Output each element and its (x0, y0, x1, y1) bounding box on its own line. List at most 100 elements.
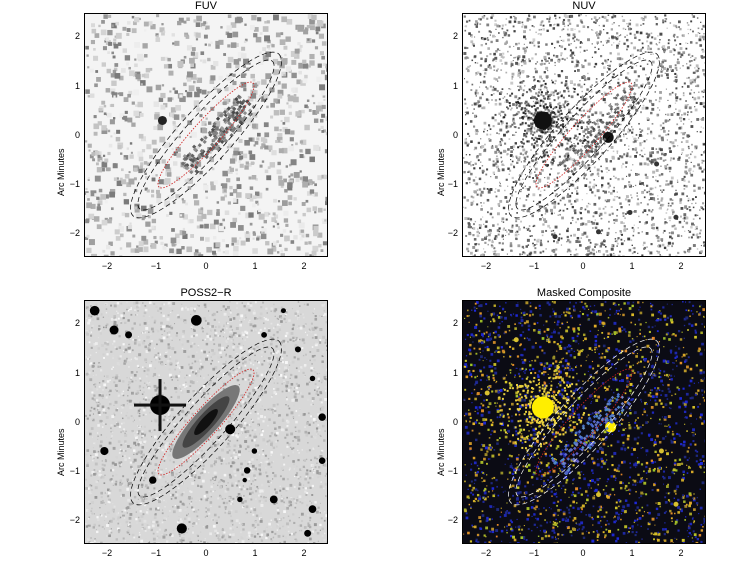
point-source (318, 457, 326, 465)
point-source (251, 448, 258, 454)
point-source (243, 467, 251, 474)
point-source (654, 161, 660, 167)
point-source (627, 209, 633, 215)
nuv-image (463, 14, 705, 256)
y-tick: 0 (74, 417, 80, 427)
point-source (605, 421, 617, 433)
point-source (109, 325, 119, 335)
y-tick: 0 (452, 130, 458, 140)
x-tick: 1 (629, 548, 635, 558)
noise-layer (463, 301, 705, 543)
outer-ellipse (137, 346, 275, 498)
y-tick: 2 (452, 31, 458, 41)
point-source (176, 523, 187, 534)
y-tick: 1 (452, 81, 458, 91)
point-source (237, 496, 243, 503)
point-source (261, 331, 267, 338)
y-tick: 1 (452, 368, 458, 378)
x-tick: 0 (203, 261, 209, 271)
noise-layer (463, 14, 705, 256)
galaxy (180, 94, 256, 175)
point-source (89, 305, 100, 316)
x-tick: −1 (528, 261, 540, 271)
point-source (673, 214, 679, 220)
aperture-ellipses (508, 51, 660, 219)
y-tick: 2 (452, 318, 458, 328)
galaxy (172, 385, 240, 459)
outer-ellipse (515, 346, 653, 498)
y-tick: −2 (69, 228, 80, 238)
point-source (673, 501, 679, 507)
point-source (269, 495, 278, 504)
inner-ellipse (535, 81, 633, 189)
image-frame (462, 13, 706, 257)
outer-ellipse (130, 338, 282, 506)
point-source (308, 505, 317, 513)
y-tick: 0 (452, 417, 458, 427)
image-frame (84, 13, 328, 257)
bright-star (533, 111, 552, 130)
y-tick: −2 (447, 515, 458, 525)
y-tick: −1 (69, 466, 80, 476)
x-tick: 2 (301, 261, 307, 271)
aperture-ellipses (130, 338, 282, 506)
galaxy (558, 84, 641, 176)
y-tick: 0 (74, 130, 80, 140)
point-source (304, 529, 312, 537)
composite-image (463, 301, 705, 543)
point-source (125, 331, 133, 339)
x-tick: 2 (301, 548, 307, 558)
y-tick: −1 (447, 466, 458, 476)
point-source (100, 446, 109, 456)
x-tick: 2 (678, 548, 684, 558)
galaxy (550, 392, 632, 476)
inner-ellipse (535, 368, 633, 476)
outer-ellipse (515, 59, 653, 211)
x-tick: 1 (252, 548, 258, 558)
y-tick: 1 (74, 81, 80, 91)
x-tick: 2 (678, 261, 684, 271)
x-tick: −2 (101, 548, 113, 558)
noise-layer (85, 14, 327, 256)
y-tick: −2 (447, 228, 458, 238)
outer-ellipse (508, 338, 660, 506)
point-source (484, 390, 490, 396)
point-source (280, 308, 286, 314)
point-source (596, 229, 602, 235)
outer-ellipse (508, 51, 660, 219)
x-tick: −2 (480, 548, 492, 558)
point-source (658, 448, 664, 454)
panel-title: NUV (572, 0, 596, 12)
diffraction-spike (158, 379, 162, 432)
x-tick: −2 (480, 261, 492, 271)
x-tick: −1 (150, 548, 162, 558)
point-source (513, 337, 519, 343)
image-frame (462, 300, 706, 544)
x-tick: 1 (629, 261, 635, 271)
y-tick: 2 (74, 318, 80, 328)
point-source (242, 477, 247, 483)
poss2r-image (85, 301, 327, 543)
point-source (157, 115, 167, 125)
y-tick: 2 (74, 31, 80, 41)
bright-star (531, 396, 554, 419)
point-source (596, 492, 602, 498)
point-source (309, 375, 316, 382)
x-tick: 0 (580, 261, 586, 271)
x-tick: 0 (580, 548, 586, 558)
x-tick: 0 (203, 548, 209, 558)
panel-title: Masked Composite (536, 287, 632, 299)
y-tick: −2 (69, 515, 80, 525)
y-tick: −1 (69, 179, 80, 189)
x-tick: −1 (150, 261, 162, 271)
point-source (149, 476, 157, 484)
y-tick: 1 (74, 368, 80, 378)
fuv-image (85, 14, 327, 256)
y-tick: −1 (447, 179, 458, 189)
point-source (190, 315, 202, 326)
panel-title: FUV (195, 0, 217, 12)
point-source (294, 346, 301, 353)
x-tick: 1 (252, 261, 258, 271)
x-tick: −1 (528, 548, 540, 558)
x-tick: −2 (101, 261, 113, 271)
